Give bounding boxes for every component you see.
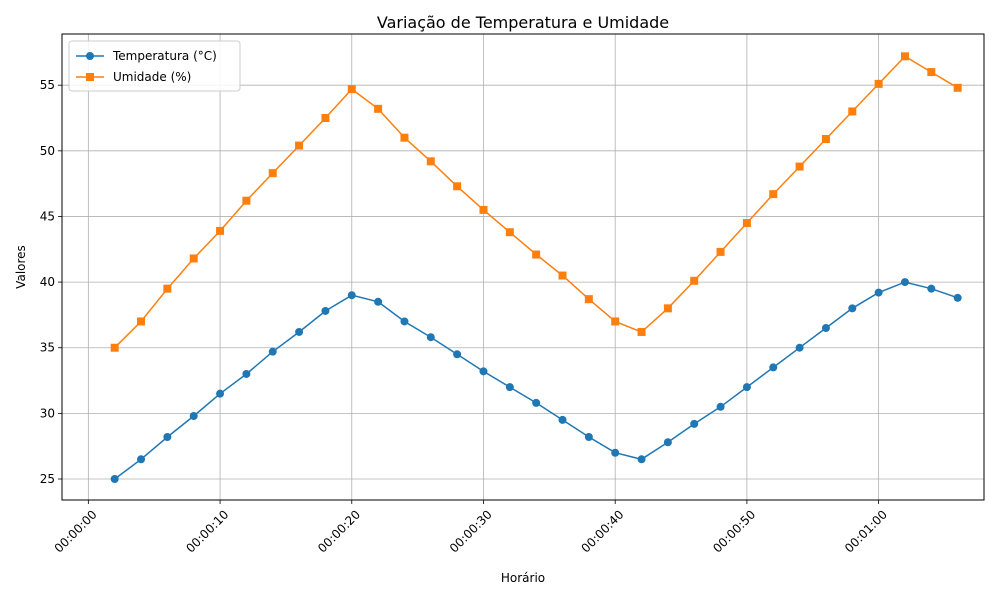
humidity-data-point — [242, 196, 251, 205]
humidity-data-point — [268, 169, 277, 178]
humidity-data-point — [637, 327, 646, 336]
humidity-data-point — [663, 304, 672, 313]
humidity-data-point — [584, 295, 593, 304]
humidity-data-point — [110, 343, 119, 352]
temperature-data-point — [742, 383, 751, 392]
humidity-data-point — [295, 141, 304, 150]
y-tick-label: 25 — [40, 472, 55, 486]
humidity-data-point — [558, 271, 567, 280]
temperature-data-point — [532, 398, 541, 407]
humidity-data-point — [426, 157, 435, 166]
x-axis-label: Horário — [501, 571, 545, 585]
temperature-data-point — [295, 327, 304, 336]
humidity-series-line — [114, 55, 959, 349]
y-axis-label: Valores — [14, 245, 28, 289]
x-tick-label: 00:00:30 — [447, 507, 495, 555]
y-tick-label: 50 — [40, 144, 55, 158]
temperature-data-point — [453, 350, 462, 359]
humidity-data-point — [321, 114, 330, 123]
humidity-data-point — [163, 284, 172, 293]
humidity-data-point — [690, 276, 699, 285]
humidity-data-point — [611, 317, 620, 326]
temperature-data-point — [400, 317, 409, 326]
temperature-data-point — [163, 432, 172, 441]
y-axis-ticks: 25 30 35 40 45 50 55 — [40, 78, 62, 486]
temperature-data-point — [137, 455, 146, 464]
temperature-data-point — [769, 363, 778, 372]
y-tick-label: 55 — [40, 78, 55, 92]
temperature-data-point — [795, 343, 804, 352]
humidity-data-point — [189, 254, 198, 263]
x-tick-label: 00:00:50 — [710, 507, 758, 555]
temperature-data-point — [690, 419, 699, 428]
temperature-data-point — [110, 474, 119, 483]
humidity-data-point — [769, 190, 778, 199]
temperature-data-point — [900, 278, 909, 287]
temperature-data-point — [584, 432, 593, 441]
chart-title: Variação de Temperatura e Umidade — [377, 13, 669, 32]
x-tick-label: 00:00:20 — [315, 507, 363, 555]
humidity-data-point — [821, 135, 830, 144]
y-tick-label: 30 — [40, 406, 55, 420]
temperature-data-point — [611, 448, 620, 457]
humidity-data-point — [848, 107, 857, 116]
humidity-data-point — [900, 52, 909, 61]
temperature-data-point — [347, 291, 356, 300]
x-tick-label: 00:00:10 — [183, 507, 231, 555]
humidity-data-point — [216, 226, 225, 235]
temperature-data-point — [268, 347, 277, 356]
temperature-data-point — [821, 324, 830, 333]
humidity-data-point — [795, 162, 804, 171]
x-tick-label: 00:01:00 — [842, 507, 890, 555]
legend-frame — [68, 40, 241, 92]
temperature-data-point — [189, 411, 198, 420]
x-axis-ticks: 00:00:00 00:00:10 00:00:20 00:00:30 00:00:40… — [52, 500, 890, 555]
humidity-data-point — [400, 133, 409, 142]
y-tick-label: 35 — [40, 341, 55, 355]
humidity-data-point — [374, 104, 383, 113]
temperature-series-line — [114, 281, 958, 480]
legend-label-temperature: Temperatura (°C) — [112, 49, 217, 63]
y-tick-label: 40 — [40, 275, 55, 289]
series-layer — [110, 52, 962, 483]
x-tick-label: 00:00:00 — [52, 507, 100, 555]
temperature-data-point — [426, 333, 435, 342]
x-tick-label: 00:00:40 — [579, 507, 627, 555]
humidity-data-point — [927, 68, 936, 77]
plot-area-frame — [61, 33, 985, 501]
legend: Temperatura (°C) Umidade (%) — [68, 40, 241, 92]
humidity-data-point — [505, 228, 514, 237]
temperature-data-point — [374, 297, 383, 306]
temperature-data-point — [242, 369, 251, 378]
temperature-data-point — [663, 438, 672, 447]
humidity-data-point — [874, 79, 883, 88]
humidity-data-point — [953, 83, 962, 92]
temperature-data-point — [479, 367, 488, 376]
temperature-data-point — [505, 383, 514, 392]
temperature-data-point — [848, 304, 857, 313]
legend-label-humidity: Umidade (%) — [113, 70, 191, 84]
humidity-data-point — [716, 247, 725, 256]
temperature-data-point — [927, 284, 936, 293]
legend-marker-humidity — [86, 73, 94, 81]
humidity-data-point — [453, 182, 462, 191]
temperature-data-point — [953, 293, 962, 302]
humidity-data-point — [137, 317, 146, 326]
temperature-data-point — [558, 415, 567, 424]
humidity-data-point — [347, 85, 356, 94]
temperature-data-point — [716, 402, 725, 411]
temperature-data-point — [637, 455, 646, 464]
humidity-data-point — [532, 250, 541, 259]
y-tick-label: 45 — [40, 209, 55, 223]
humidity-data-point — [742, 219, 751, 228]
temperature-data-point — [216, 389, 225, 398]
legend-marker-temperature — [86, 52, 94, 60]
temperature-data-point — [874, 288, 883, 297]
temperature-data-point — [321, 306, 330, 315]
humidity-data-point — [479, 205, 488, 214]
grid-lines — [62, 34, 984, 500]
